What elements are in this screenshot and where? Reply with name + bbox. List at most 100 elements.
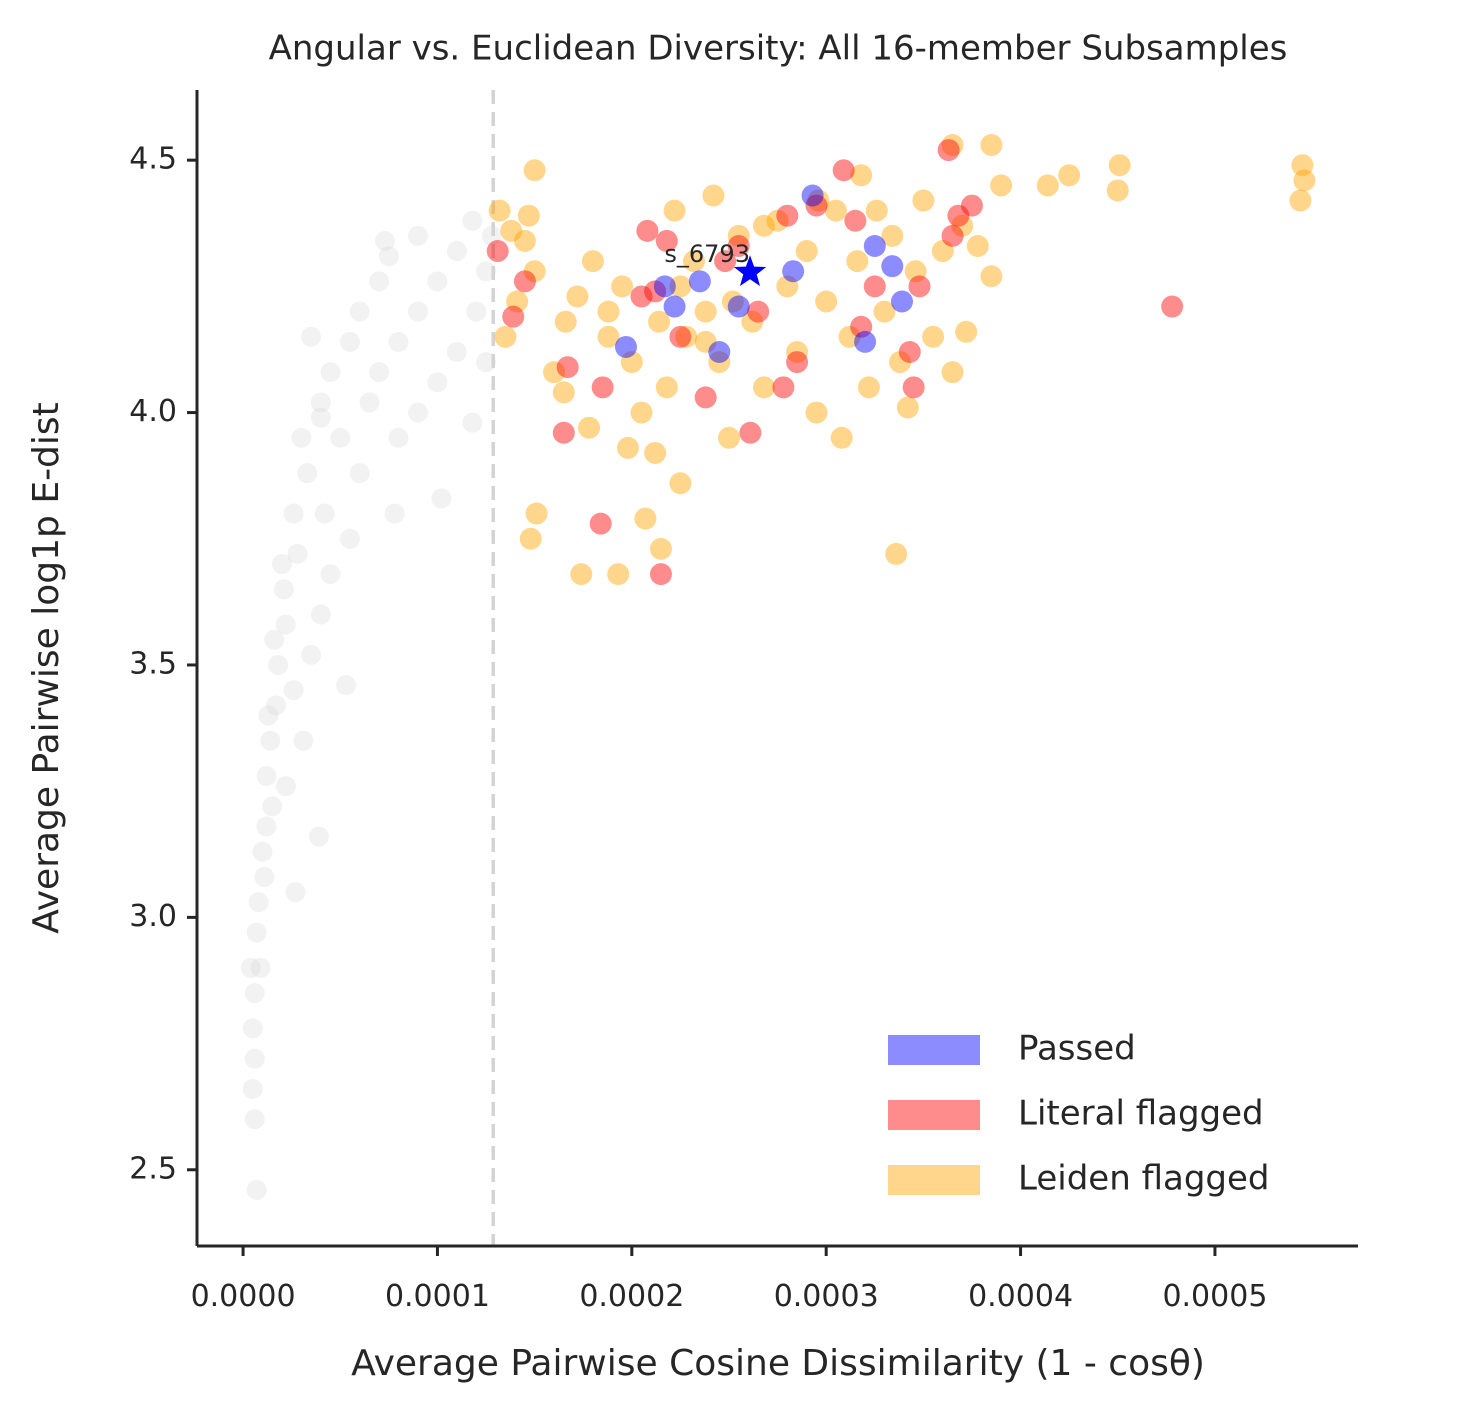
point bbox=[271, 554, 292, 575]
point bbox=[805, 194, 828, 217]
legend-label: Literal flagged bbox=[1018, 1094, 1264, 1134]
point bbox=[824, 199, 847, 222]
point bbox=[941, 134, 964, 157]
series bbox=[614, 184, 913, 363]
point bbox=[1108, 154, 1131, 177]
x-tick-label: 0.0002 bbox=[579, 1279, 684, 1314]
point bbox=[663, 295, 686, 318]
point bbox=[881, 255, 904, 278]
point bbox=[543, 361, 566, 384]
x-tick-label: 0.0005 bbox=[1162, 1279, 1267, 1314]
point bbox=[552, 381, 575, 404]
point bbox=[556, 356, 579, 379]
point bbox=[846, 250, 869, 273]
point bbox=[702, 184, 725, 207]
x-tick-label: 0.0000 bbox=[191, 1279, 296, 1314]
point bbox=[850, 164, 873, 187]
point bbox=[630, 401, 653, 424]
point bbox=[937, 139, 960, 162]
point bbox=[990, 174, 1013, 197]
point bbox=[408, 301, 429, 322]
point bbox=[922, 325, 945, 348]
point bbox=[772, 376, 795, 399]
highlight-label: s_6793 bbox=[664, 240, 750, 268]
point bbox=[776, 204, 799, 227]
point bbox=[506, 290, 529, 313]
legend-label: Passed bbox=[1018, 1029, 1136, 1069]
point bbox=[369, 271, 390, 292]
x-tick-label: 0.0004 bbox=[968, 1279, 1073, 1314]
point bbox=[275, 614, 296, 635]
point bbox=[644, 441, 667, 464]
x-axis-label: Average Pairwise Cosine Dissimilarity (1… bbox=[351, 1343, 1205, 1384]
point bbox=[830, 426, 853, 449]
point bbox=[597, 300, 620, 323]
point bbox=[782, 260, 805, 283]
point bbox=[552, 421, 575, 444]
point bbox=[1161, 295, 1184, 318]
point bbox=[297, 463, 318, 484]
point bbox=[287, 543, 308, 564]
legend-swatch bbox=[888, 1035, 980, 1065]
point bbox=[873, 300, 896, 323]
point bbox=[890, 290, 913, 313]
point bbox=[258, 705, 279, 726]
point bbox=[714, 250, 737, 273]
point bbox=[857, 376, 880, 399]
point bbox=[408, 402, 429, 423]
point bbox=[466, 301, 487, 322]
point bbox=[955, 320, 978, 343]
point bbox=[832, 159, 855, 182]
point bbox=[260, 730, 281, 751]
point bbox=[244, 1109, 265, 1130]
point bbox=[649, 537, 672, 560]
point bbox=[320, 362, 341, 383]
point bbox=[500, 219, 523, 242]
point bbox=[246, 922, 267, 943]
point bbox=[980, 134, 1003, 157]
point bbox=[244, 1048, 265, 1069]
point bbox=[310, 407, 331, 428]
point bbox=[708, 340, 731, 363]
point bbox=[339, 331, 360, 352]
point bbox=[310, 392, 331, 413]
point bbox=[408, 225, 429, 246]
point bbox=[636, 219, 659, 242]
point bbox=[310, 604, 331, 625]
point bbox=[378, 246, 399, 267]
point bbox=[427, 271, 448, 292]
point bbox=[881, 224, 904, 247]
point bbox=[669, 275, 692, 298]
point bbox=[616, 436, 639, 459]
point bbox=[1106, 179, 1129, 202]
point bbox=[254, 866, 275, 887]
point bbox=[669, 472, 692, 495]
point bbox=[980, 265, 1003, 288]
point bbox=[727, 234, 750, 257]
point bbox=[374, 230, 395, 251]
point bbox=[904, 260, 927, 283]
legend-swatch bbox=[888, 1100, 980, 1130]
point bbox=[863, 234, 886, 257]
point bbox=[523, 260, 546, 283]
point bbox=[694, 330, 717, 353]
point bbox=[339, 528, 360, 549]
point bbox=[283, 680, 304, 701]
point bbox=[336, 675, 357, 696]
point bbox=[807, 189, 830, 212]
point bbox=[523, 159, 546, 182]
point bbox=[256, 816, 277, 837]
y-tick-label: 3.5 bbox=[129, 646, 177, 681]
point bbox=[266, 695, 287, 716]
point bbox=[854, 330, 877, 353]
point bbox=[941, 361, 964, 384]
y-tick-label: 4.0 bbox=[129, 394, 177, 429]
point bbox=[885, 542, 908, 565]
point bbox=[776, 275, 799, 298]
point bbox=[786, 351, 809, 374]
point bbox=[718, 426, 741, 449]
point bbox=[850, 315, 873, 338]
point bbox=[446, 241, 467, 262]
point bbox=[655, 376, 678, 399]
